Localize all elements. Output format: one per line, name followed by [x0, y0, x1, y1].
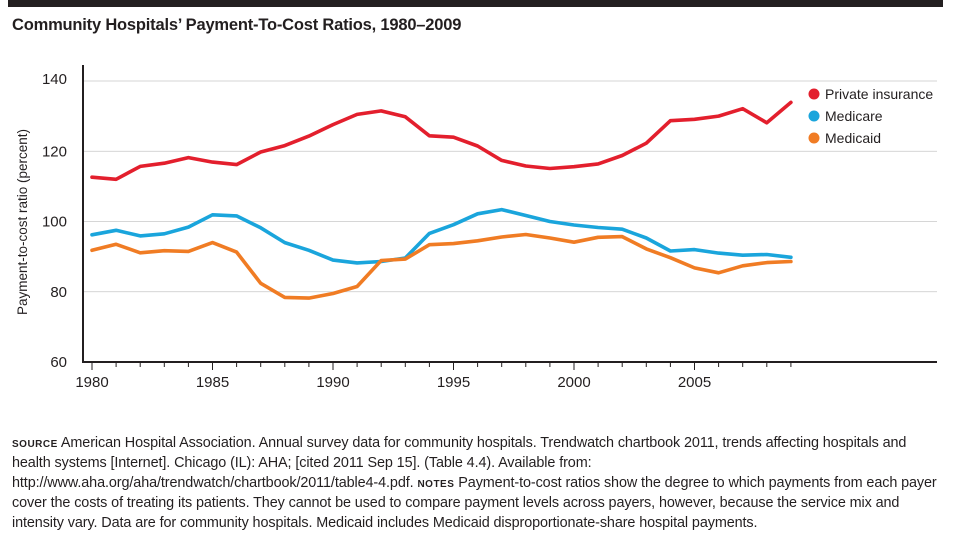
y-tick-label: 140	[42, 71, 67, 88]
legend-marker-medicare	[808, 110, 820, 122]
header-accent-bar	[8, 0, 111, 7]
source-text: American Hospital Association. Annual su…	[12, 435, 907, 491]
header-rule	[8, 0, 943, 7]
y-tick-label: 80	[50, 284, 67, 301]
notes-label: Notes	[417, 475, 455, 491]
source-label: Source	[12, 435, 58, 451]
chart-title: Community Hospitals’ Payment-To-Cost Rat…	[12, 16, 462, 34]
axes: 60 80 100 120 140 1980 1985 1990 1995 2000 2005	[42, 65, 937, 391]
series-line-medicare	[90, 207, 793, 265]
footnote: Source American Hospital Association. An…	[12, 433, 944, 533]
legend-label-private-insurance: Private insurance	[825, 86, 933, 102]
x-tick-label: 2000	[557, 374, 590, 391]
x-tick-label: 1995	[437, 374, 470, 391]
y-axis-title: Payment-to-cost ratio (percent)	[15, 129, 30, 315]
y-tick-label: 120	[42, 143, 67, 160]
series-line-medicaid	[90, 232, 793, 300]
series-lines	[90, 100, 793, 300]
series-line-private-insurance	[90, 100, 793, 182]
legend-label-medicaid: Medicaid	[825, 130, 881, 146]
x-tick-label: 1985	[196, 374, 229, 391]
x-tick-label: 1980	[75, 374, 108, 391]
legend-marker-private-insurance	[808, 88, 820, 100]
x-tick-label: 1990	[316, 374, 349, 391]
notes-text: Payment-to-cost ratios show the degree t…	[12, 475, 937, 531]
y-tick-label: 100	[42, 214, 67, 231]
gridlines	[83, 80, 937, 293]
legend-marker-medicaid	[808, 132, 820, 144]
y-tick-label: 60	[50, 354, 67, 371]
line-chart: 60 80 100 120 140 1980 1985 1990 1995 2000 2005 Pr…	[15, 65, 937, 391]
legend-label-medicare: Medicare	[825, 108, 883, 124]
x-tick-label: 2005	[678, 374, 711, 391]
legend: Private insurance Medicare Medicaid	[808, 86, 933, 146]
